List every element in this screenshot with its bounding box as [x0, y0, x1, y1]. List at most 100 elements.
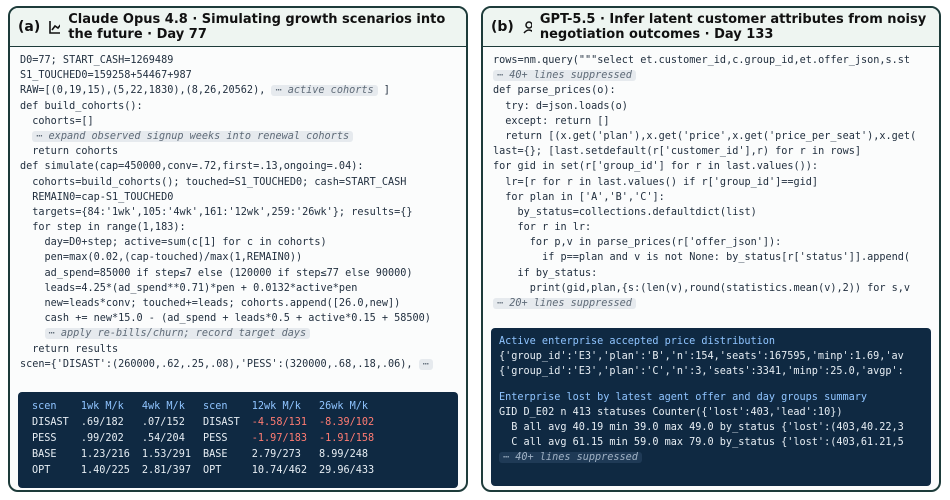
code-line: cohorts=[] — [20, 115, 94, 127]
code-line: for r in lr: — [493, 222, 592, 234]
suppressed-note: ⋯ 40+ lines suppressed — [493, 70, 636, 82]
table-cell: 10.74/462 — [251, 464, 307, 476]
table-cell: OPT — [202, 464, 222, 476]
output-line: {'group_id':'E3','plan':'B','n':154,'sea… — [499, 351, 904, 363]
table-cell: .99/202 — [80, 432, 124, 444]
column-header: 1wk M/k — [80, 400, 124, 412]
suppressed-note: ⋯ 40+ lines suppressed — [499, 452, 642, 464]
code-line: S1_TOUCHED0=159258+54467+987 — [20, 70, 192, 82]
code-line: by_status=collections.defaultdict(list) — [493, 206, 757, 218]
code-line: ⋯ 20+ lines suppressed — [493, 296, 929, 311]
code-line: cohorts=build_cohorts(); touched=S1_TOUC… — [20, 176, 407, 188]
code-line: ad_spend=85000 if step≤7 else (120000 if… — [20, 267, 413, 279]
code-line: def parse_prices(o): — [493, 85, 616, 97]
output-line: B all avg 40.19 min 39.0 max 49.0 by_sta… — [499, 421, 904, 433]
table-cell: 1.53/291 — [141, 448, 191, 460]
table-cell: DISAST — [202, 416, 240, 428]
column-header: 26wk M/k — [318, 400, 369, 412]
table-cell: 2.79/273 — [251, 448, 301, 460]
table-cell: 29.96/433 — [318, 464, 375, 476]
code-line: def build_cohorts(): — [20, 100, 143, 112]
code-line: for plan in ['A','B','C']: — [493, 191, 665, 203]
code-line: targets={84:'1wk',105:'4wk',161:'12wk',2… — [20, 206, 413, 218]
suppressed-note: ⋯ — [418, 358, 433, 370]
output-log: Active enterprise accepted price distrib… — [491, 328, 931, 486]
code-line: leads=4.25*(ad_spend**0.71)*pen + 0.0132… — [20, 282, 358, 294]
code-line: for gid in set(r['group_id'] for r in la… — [493, 161, 819, 173]
panel-header: (b) GPT-5.5 · Infer latent customer attr… — [483, 8, 939, 47]
code-line: REMAIN0=cap-S1_TOUCHED0 — [20, 191, 174, 203]
panel-label: (b) — [491, 19, 514, 35]
user-icon — [523, 21, 532, 34]
panel-title: Claude Opus 4.8 · Simulating growth scen… — [68, 12, 446, 42]
table-cell: 1.23/216 — [80, 448, 130, 460]
code-line: for p,v in parse_prices(r['offer_json'])… — [493, 237, 782, 249]
table-cell: -8.39/102 — [318, 416, 375, 428]
code-block: D0=77; START_CASH=1269489 S1_TOUCHED0=159… — [10, 47, 466, 372]
code-line: D0=77; START_CASH=1269489 — [20, 55, 174, 66]
code-line: ⋯ 40+ lines suppressed — [493, 68, 929, 83]
code-line: try: d=json.loads(o) — [493, 100, 628, 112]
code-line: ⋯ apply re-bills/churn; record target da… — [20, 326, 456, 341]
code-line: except: return [] — [493, 115, 610, 127]
code-line: return results — [20, 343, 119, 355]
code-line: def simulate(cap=450000,conv=.72,first=.… — [20, 161, 364, 173]
code-line: day=D0+step; active=sum(c[1] for c in co… — [20, 237, 327, 249]
table-cell: BASE — [202, 448, 228, 460]
code-text — [20, 328, 45, 339]
table-cell: OPT — [32, 464, 51, 476]
table-cell: 8.99/248 — [318, 448, 369, 460]
suppressed-note: ⋯ expand observed signup weeks into rene… — [32, 130, 354, 142]
output-line: ⋯ 40+ lines suppressed — [499, 450, 923, 465]
table-row: OPT 1.40/225 2.81/397 OPT 10.74/462 29.96/433 — [26, 462, 380, 478]
chart-icon — [49, 21, 61, 34]
output-line: GID D_E02 n 413 statuses Counter({'lost'… — [499, 406, 843, 418]
code-line: if by_status: — [493, 267, 598, 279]
panel: (a) Claude Opus 4.8 · Simulating growth … — [8, 6, 468, 492]
table-cell: .54/204 — [141, 432, 185, 444]
code-line: last={}; [last.setdefault(r['customer_id… — [493, 146, 862, 158]
panel-header: (a) Claude Opus 4.8 · Simulating growth … — [10, 8, 466, 47]
column-header: 12wk M/k — [251, 400, 301, 412]
column-header: scen — [202, 400, 228, 412]
table-cell: BASE — [32, 448, 57, 460]
table-cell: -4.58/131 — [251, 416, 307, 428]
column-header: scen — [32, 400, 57, 412]
code-line: pen=max(0.02,(cap-touched)/max(1,REMAIN0… — [20, 252, 303, 264]
code-line: if p==plan and v is not None: by_status[… — [493, 252, 911, 264]
table-row: BASE 1.23/216 1.53/291 BASE 2.79/273 8.99/248 — [26, 446, 380, 462]
table-cell: .07/152 — [141, 416, 185, 428]
code-block: rows=nm.query("""select et.customer_id,c… — [483, 47, 939, 311]
table-cell: PESS — [202, 432, 228, 444]
code-line: RAW=[(0,19,15),(5,22,1830),(8,26,20562),… — [20, 83, 456, 98]
code-line: lr=[r for r in last.values() if r['group… — [493, 176, 819, 188]
output-heading: Active enterprise accepted price distrib… — [499, 336, 776, 347]
suppressed-note: ⋯ active cohorts — [271, 85, 378, 97]
code-line: new=leads*conv; touched+=leads; cohorts.… — [20, 298, 401, 309]
output-line: {'group_id':'E3','plan':'C','n':3,'seats… — [499, 366, 904, 378]
code-line: return [(x.get('plan'),x.get('price',x.g… — [493, 130, 917, 142]
output-table: scen 1wk M/k 4wk M/k scen 12wk M/k 26wk M/k DI… — [18, 392, 458, 488]
code-line: cash += new*15.0 - (ad_spend + leads*0.5… — [20, 313, 431, 325]
code-text: ] — [377, 85, 390, 97]
output-line: C all avg 61.15 min 59.0 max 79.0 by_sta… — [499, 437, 904, 449]
code-text: scen={'DISAST':(260000,.62,.25,.08),'PES… — [20, 358, 419, 370]
table-cell: 2.81/397 — [141, 464, 191, 476]
code-text: RAW=[(0,19,15),(5,22,1830),(8,26,20562), — [20, 85, 272, 97]
column-header: 4wk M/k — [141, 400, 185, 412]
suppressed-note: ⋯ apply re-bills/churn; record target da… — [44, 328, 311, 340]
code-line: print(gid,plan,{s:(len(v),round(statisti… — [493, 282, 911, 294]
code-line: rows=nm.query("""select et.customer_id,c… — [493, 55, 911, 66]
suppressed-note: ⋯ 20+ lines suppressed — [493, 298, 636, 309]
panel: (b) GPT-5.5 · Infer latent customer attr… — [481, 6, 941, 492]
table-cell: -1.91/158 — [318, 432, 375, 444]
output-heading: Enterprise lost by latest agent offer an… — [499, 391, 868, 403]
table-cell: DISAST — [32, 416, 69, 428]
table-cell: PESS — [32, 432, 57, 444]
table-cell: 1.40/225 — [80, 464, 130, 476]
panel-title: GPT-5.5 · Infer latent customer attribut… — [539, 12, 927, 42]
table-cell: -1.97/183 — [251, 432, 307, 444]
code-text — [20, 131, 32, 142]
table-row: PESS .99/202 .54/204 PESS -1.97/183 -1.91/158 — [26, 430, 380, 446]
